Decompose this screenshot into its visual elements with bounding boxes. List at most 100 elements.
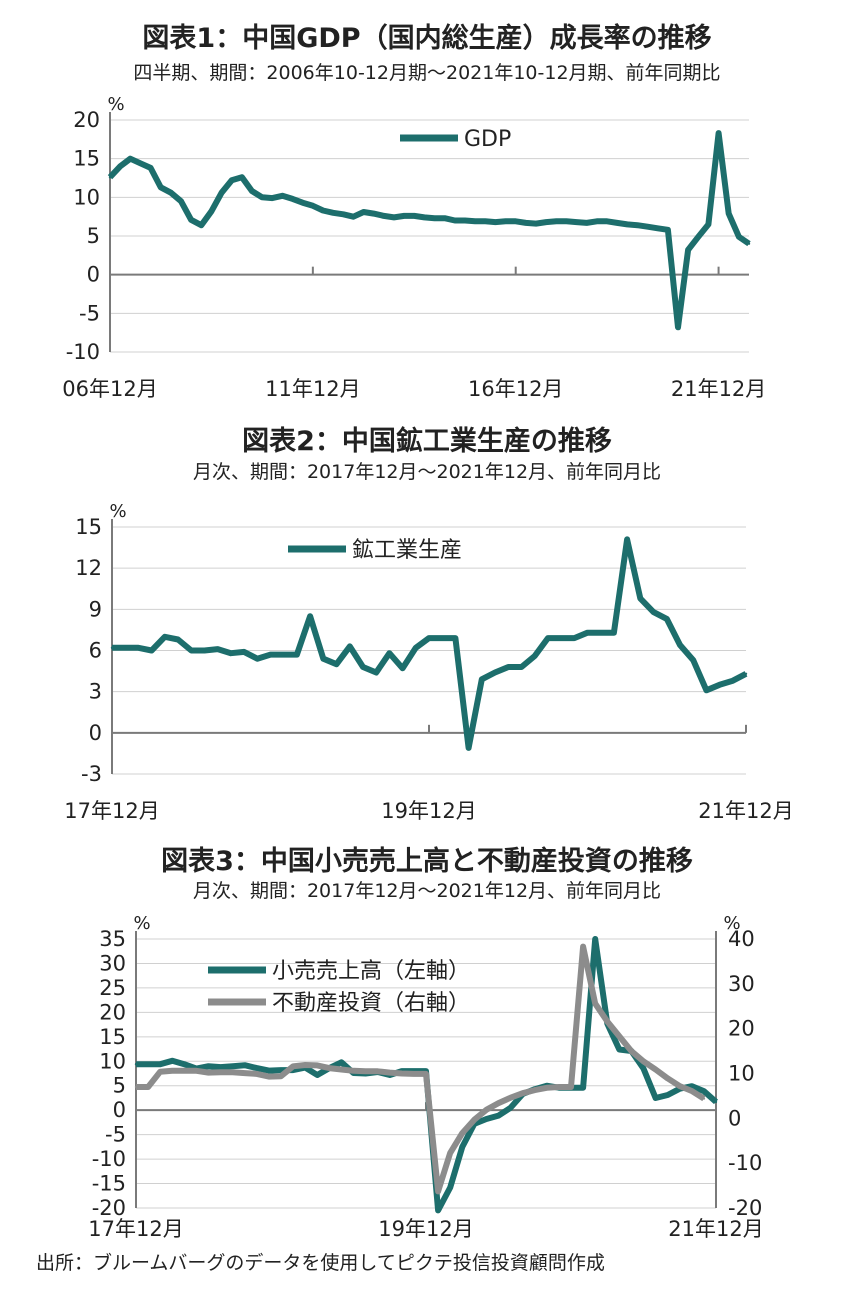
- gdp-data-point: [311, 204, 315, 207]
- gdp-data-point: [291, 197, 294, 201]
- ip-data-point: [480, 678, 483, 681]
- gdp-data-point: [281, 194, 284, 197]
- retail-ytick-label: 20: [99, 1000, 126, 1024]
- gdp-ytick-label: 5: [87, 224, 100, 248]
- chart1-subtitle: 四半期、期間：2006年10-12月期～2021年10-12月期、前年同期比: [133, 62, 721, 84]
- gdp-ytick-label: -5: [79, 301, 100, 325]
- gdp-data-point: [595, 220, 599, 223]
- retail-data-point: [702, 1089, 706, 1093]
- gdp-data-point: [200, 224, 203, 227]
- retail-data-point: [231, 1071, 234, 1074]
- gdp-data-point: [473, 220, 477, 223]
- chart2-subtitle: 月次、期間：2017年12月～2021年12月、前年同月比: [192, 461, 662, 483]
- ip-data-point: [110, 646, 114, 649]
- gdp-data-point: [656, 227, 659, 230]
- gdp-xtick-label: 21年12月: [671, 377, 766, 401]
- gdp-data-point: [575, 220, 578, 224]
- gdp-data-point: [453, 219, 457, 222]
- retail-data-point: [666, 1077, 669, 1080]
- gdp-ytick-label: 10: [73, 185, 100, 209]
- retail-data-point: [183, 1069, 186, 1072]
- retail-ytick-label: 35: [99, 927, 126, 951]
- retail-data-point: [207, 1065, 210, 1068]
- ip-data-point: [546, 636, 550, 640]
- ip-data-point: [731, 679, 734, 682]
- gdp-data-point: [646, 225, 649, 228]
- retail-data-point: [533, 1088, 536, 1092]
- ip-data-point: [705, 689, 708, 692]
- gdp-data-point: [666, 228, 670, 231]
- gdp-data-point: [149, 166, 152, 170]
- retail-data-point: [364, 1070, 367, 1073]
- ip-data-point: [427, 636, 431, 640]
- retail-data-point: [316, 1064, 319, 1067]
- gdp-xtick-label: 16年12月: [468, 377, 563, 401]
- ip-data-point: [493, 671, 497, 674]
- ip-data-point: [678, 643, 682, 647]
- ip-data-point: [308, 615, 312, 618]
- retail-data-point: [497, 1101, 500, 1105]
- retail-data-point: [304, 1063, 307, 1067]
- ip-data-point: [652, 610, 655, 614]
- retail-data-point: [352, 1069, 355, 1072]
- gdp-data-point: [179, 200, 183, 203]
- retail-data-point: [449, 1186, 452, 1189]
- retail-data-point: [159, 1063, 162, 1066]
- retail-data-point: [449, 1151, 452, 1155]
- gdp-data-point: [413, 214, 416, 218]
- ip-xtick-label: 17年12月: [64, 799, 159, 823]
- retail-data-point: [461, 1145, 464, 1149]
- gdp-data-point: [555, 220, 558, 223]
- retail-ytick-label: 0: [113, 1098, 126, 1122]
- ip-legend-label-0: 鉱工業生産: [352, 538, 462, 563]
- retail-data-point: [436, 1209, 440, 1212]
- gdp-data-point: [565, 220, 568, 223]
- retail-data-point: [171, 1069, 174, 1072]
- ip-data-point: [599, 631, 602, 634]
- ip-ytick-label: 15: [75, 515, 102, 539]
- gdp-unit-label: %: [107, 94, 124, 115]
- gdp-data-point: [108, 176, 112, 179]
- retail-ytick-label: 10: [99, 1049, 126, 1073]
- retail-data-point: [159, 1070, 162, 1073]
- retail-data-point: [545, 1086, 548, 1089]
- retail-and-investment-chart: 35302520151050-5-10-15-20403020100-10-20…: [88, 913, 763, 1241]
- retail-data-point: [461, 1131, 464, 1135]
- chart1-title: 図表1：中国GDP（国内総生産）成長率の推移: [142, 23, 712, 54]
- ip-ytick-label: 0: [89, 721, 102, 745]
- retail-data-point: [642, 1060, 645, 1063]
- retail-data-point: [690, 1085, 693, 1088]
- gdp-data-point: [382, 214, 386, 218]
- retail-data-point: [328, 1066, 331, 1070]
- gdp-data-point: [220, 191, 223, 194]
- ip-ytick-label: 9: [89, 597, 102, 621]
- gdp-data-point: [463, 219, 467, 222]
- gdp-xtick-label: 11年12月: [265, 377, 360, 401]
- ip-data-point: [375, 671, 378, 674]
- ip-xtick-label: 19年12月: [381, 799, 476, 823]
- retail-data-point: [654, 1096, 657, 1100]
- retail-data-point: [702, 1097, 706, 1100]
- gdp-data-point: [737, 235, 741, 238]
- ip-data-point: [533, 654, 536, 658]
- gdp-data-point: [240, 176, 244, 179]
- retail-legend-label-0: 小売売上高（左軸）: [272, 959, 470, 984]
- gdp-data-point: [159, 186, 162, 189]
- retail-data-point: [581, 945, 585, 948]
- retail-ytick-label: 25: [99, 976, 126, 1000]
- retail-data-point: [618, 1035, 621, 1038]
- gdp-data-point: [189, 218, 193, 221]
- retail-data-point: [666, 1093, 669, 1097]
- ip-data-point: [414, 646, 417, 649]
- retail-ytick-right-label: 20: [728, 1017, 755, 1041]
- ip-data-point: [665, 617, 668, 621]
- retail-data-point: [134, 1085, 138, 1089]
- gdp-ytick-label: 20: [73, 108, 100, 132]
- ip-ytick-label: -3: [81, 762, 102, 786]
- ip-data-point: [216, 647, 219, 651]
- ip-data-point: [744, 672, 748, 675]
- ip-data-point: [282, 653, 285, 656]
- retail-data-point: [509, 1106, 512, 1109]
- ip-data-point: [388, 652, 391, 655]
- retail-data-point: [219, 1065, 222, 1069]
